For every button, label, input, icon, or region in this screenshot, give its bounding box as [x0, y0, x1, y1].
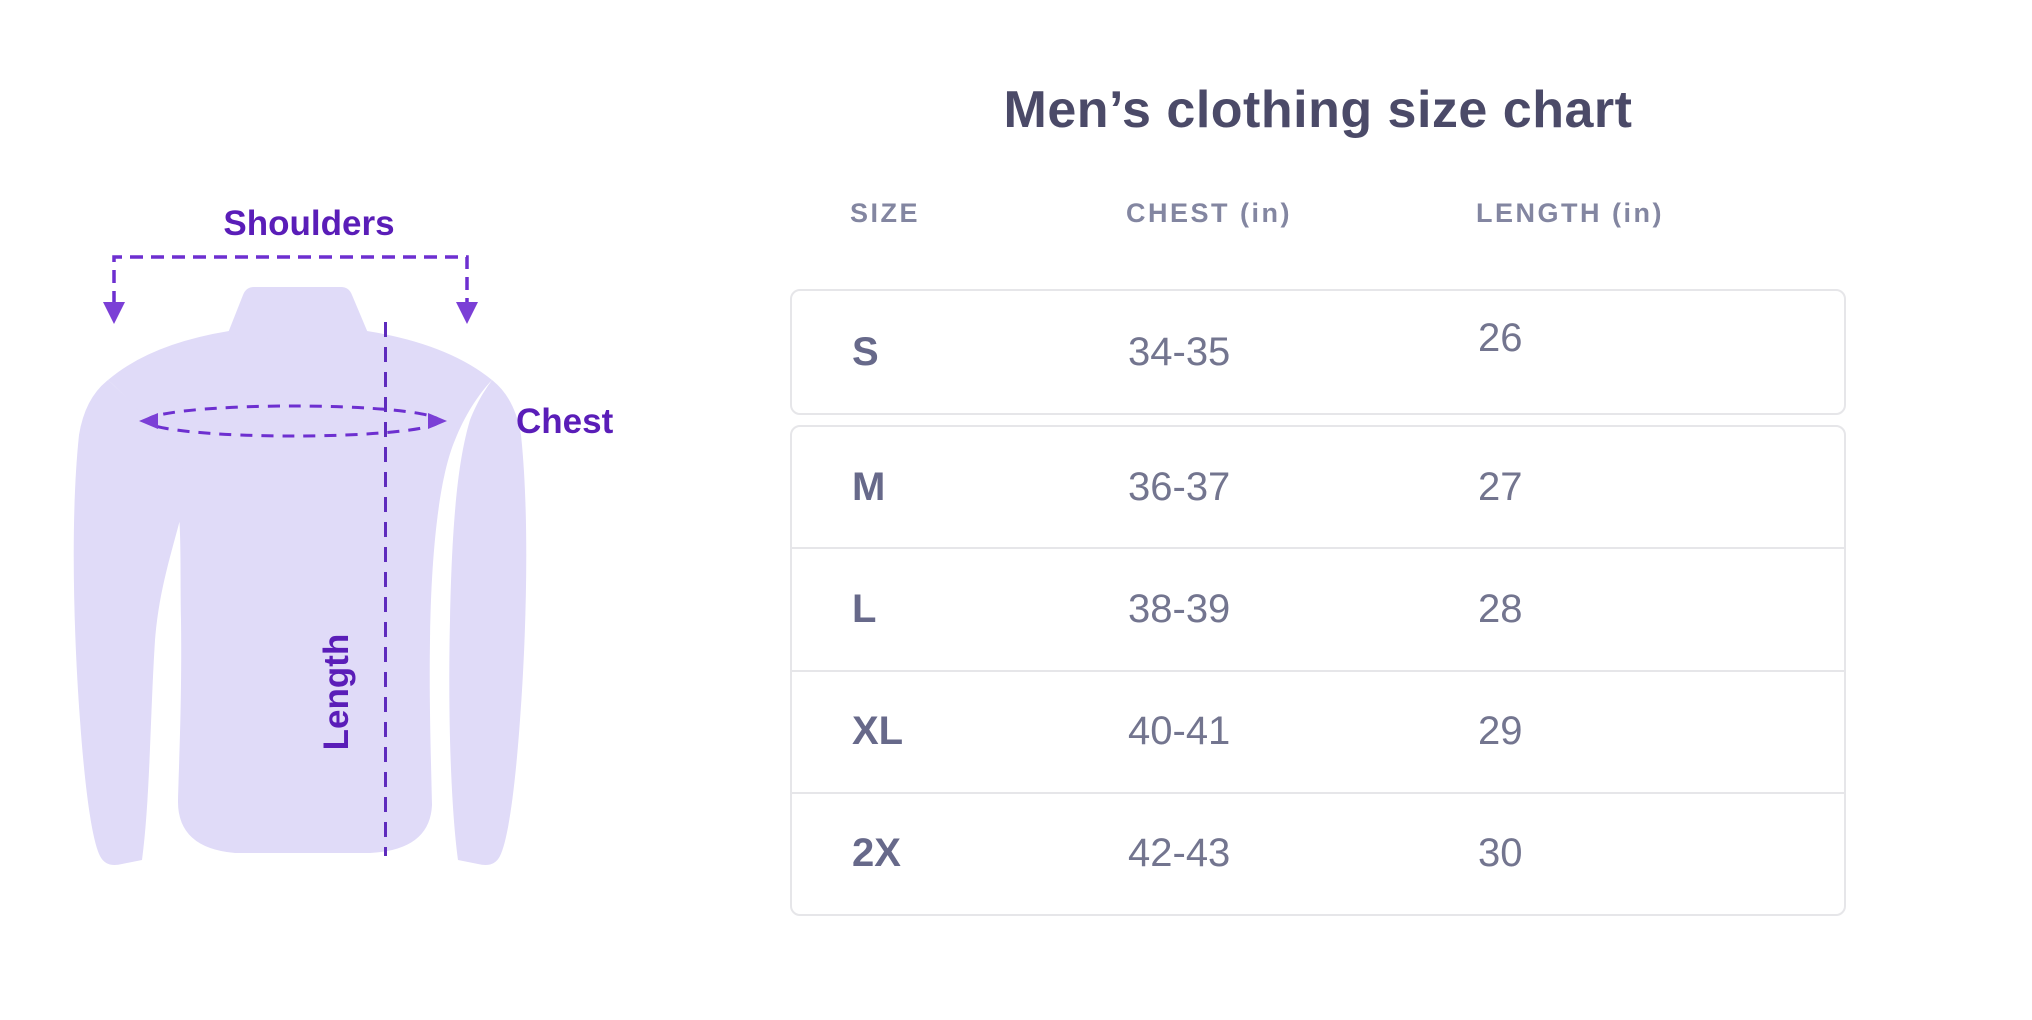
cell-chest: 40-41: [1128, 709, 1231, 754]
table-row: L 38-39 28: [792, 547, 1844, 669]
table-row: M 36-37 27: [792, 427, 1844, 547]
shirt-collar: [228, 287, 368, 340]
column-header-chest: CHEST (in): [1126, 197, 1292, 228]
shirt-measurement-diagram: Shoulders Chest Length: [73, 204, 614, 865]
cell-size: L: [852, 586, 877, 631]
cell-chest: 38-39: [1128, 586, 1231, 631]
cell-length: 26: [1478, 315, 1523, 360]
cell-size: 2X: [852, 831, 901, 876]
table-row: XL 40-41 29: [792, 669, 1844, 792]
arrow-left-icon: [139, 413, 158, 429]
chest-label: Chest: [516, 402, 614, 441]
column-header-size: SIZE: [850, 197, 921, 228]
page-title: Men’s clothing size chart: [1003, 81, 1633, 139]
cell-chest: 36-37: [1128, 464, 1231, 509]
column-header-length: LENGTH (in): [1476, 197, 1664, 228]
table-row: 2X 42-43 30: [792, 791, 1844, 914]
cell-size: XL: [852, 709, 904, 754]
cell-chest: 42-43: [1128, 831, 1231, 876]
cell-size: M: [852, 464, 886, 509]
shoulders-label: Shoulders: [223, 204, 394, 243]
cell-length: 27: [1478, 464, 1523, 509]
shirt-right-sleeve: [449, 380, 527, 865]
cell-length: 28: [1478, 586, 1523, 631]
cell-chest: 34-35: [1128, 329, 1231, 374]
shirt-left-sleeve: [73, 380, 190, 865]
cell-size: S: [852, 329, 879, 374]
arrow-right-icon: [428, 413, 447, 429]
shirt-illustration: [73, 287, 527, 865]
length-label: Length: [317, 634, 356, 751]
table-section-rest: M 36-37 27 L 38-39 28 XL 40-41 29 2X 42-…: [790, 425, 1846, 916]
shirt-body: [108, 331, 492, 853]
table-row: S 34-35 26: [792, 291, 1844, 413]
arrow-down-right-icon: [456, 302, 478, 324]
cell-length: 30: [1478, 831, 1523, 876]
arrow-down-left-icon: [103, 302, 125, 324]
table-header-row: SIZE CHEST (in) LENGTH (in): [790, 190, 1846, 236]
shoulders-bracket-line: [112, 255, 469, 304]
table-section-first: S 34-35 26: [790, 289, 1846, 415]
cell-length: 29: [1478, 709, 1523, 754]
